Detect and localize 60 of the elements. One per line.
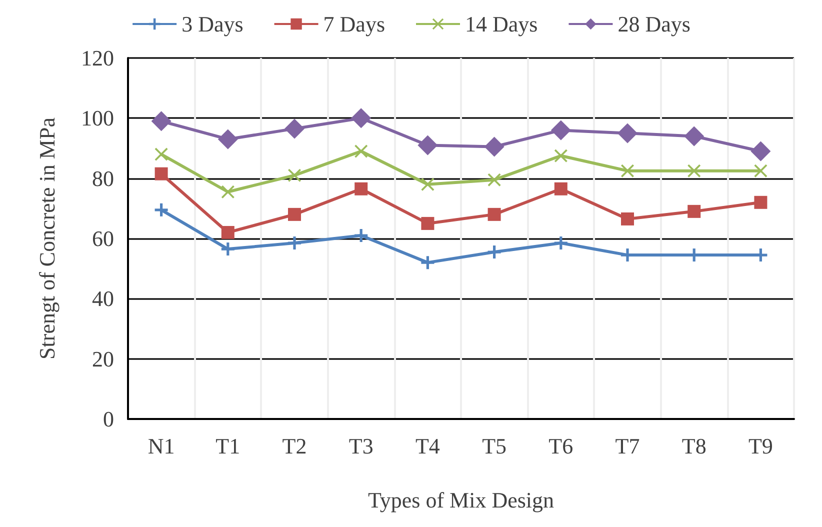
x-tick-label: T5 <box>482 434 507 458</box>
point <box>754 164 768 178</box>
point <box>421 178 434 191</box>
point <box>488 208 501 221</box>
point <box>288 236 301 250</box>
point <box>684 126 704 146</box>
point <box>154 148 168 161</box>
point <box>688 204 701 218</box>
point <box>288 208 301 221</box>
point <box>221 226 234 239</box>
point <box>154 167 168 180</box>
point <box>554 236 568 250</box>
point <box>221 185 234 198</box>
point <box>354 228 368 242</box>
point <box>288 168 301 182</box>
point <box>621 164 634 178</box>
point <box>151 111 172 132</box>
x-tick-label: T6 <box>548 434 574 458</box>
y-tick-label: 0 <box>103 406 114 432</box>
point <box>218 129 238 150</box>
y-tick-label: 100 <box>81 106 114 131</box>
point <box>618 123 638 144</box>
x-tick-label: T4 <box>415 434 440 458</box>
point <box>354 182 368 196</box>
point <box>554 149 568 162</box>
legend-label: 28 Days <box>618 12 690 36</box>
point <box>284 118 304 139</box>
x-tick-label: T9 <box>748 434 773 458</box>
y-tick-label: 40 <box>92 286 114 312</box>
point <box>354 144 368 158</box>
legend-label: 7 Days <box>323 12 386 36</box>
x-tick-label: T2 <box>282 434 307 458</box>
y-tick-label: 80 <box>92 166 114 191</box>
point <box>351 108 372 128</box>
point <box>484 136 504 157</box>
legend-label: 3 Days <box>182 12 244 36</box>
y-tick-label: 120 <box>81 46 114 70</box>
point <box>488 173 501 186</box>
point <box>221 242 234 256</box>
point <box>488 246 501 259</box>
x-tick-label: T7 <box>615 434 640 458</box>
point <box>418 135 438 156</box>
point <box>421 256 434 270</box>
legend-label: 14 Days <box>465 12 538 36</box>
x-tick-label: T3 <box>348 434 374 458</box>
x-tick-label: N1 <box>148 434 175 458</box>
point <box>750 141 771 162</box>
point <box>754 196 768 209</box>
x-axis-title: Types of Mix Design <box>368 488 554 512</box>
point <box>688 164 701 178</box>
x-tick-label: T1 <box>216 434 240 458</box>
point <box>421 216 434 230</box>
point <box>550 120 571 140</box>
y-tick-label: 60 <box>92 226 114 251</box>
y-tick-label: 20 <box>92 346 114 372</box>
point <box>621 212 634 226</box>
point <box>554 182 568 196</box>
point <box>154 203 168 216</box>
x-tick-label: T8 <box>682 434 706 458</box>
y-axis-title: Strengt of Concrete in MPa <box>34 117 60 360</box>
